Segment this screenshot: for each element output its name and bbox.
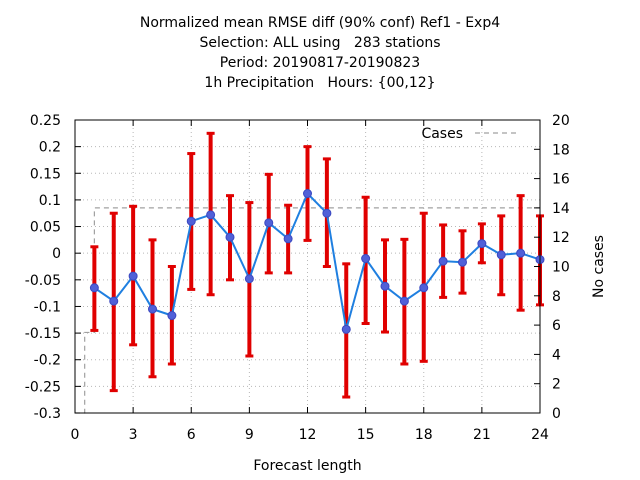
y2-tick-label: 6 [552,318,561,334]
main-series [89,189,545,334]
y2-tick-label: 10 [552,260,570,276]
y2-tick-label: 18 [552,142,570,158]
y-tick-label: 0.1 [39,193,61,209]
data-point [380,281,390,291]
title-line-2: Selection: ALL using 283 stations [199,35,441,51]
y-tick-label: -0.1 [34,299,61,315]
y2-tick-label: 4 [552,347,561,363]
data-point [264,218,274,228]
y-tick-label: -0.15 [25,326,61,342]
data-point [322,208,332,218]
data-point [128,271,138,281]
y2-tick-label: 0 [552,406,561,422]
y2-tick-label: 20 [552,113,570,129]
data-point [225,232,235,242]
y-tick-label: 0.25 [30,113,61,129]
x-tick-label: 9 [245,427,254,443]
data-point [361,254,371,264]
data-point [399,296,409,306]
x-tick-label: 12 [299,427,317,443]
data-point [206,210,216,220]
data-point [283,234,293,244]
y2-tick-label: 16 [552,172,570,188]
title-line-4: 1h Precipitation Hours: {00,12} [204,75,436,91]
y-tick-label: 0 [52,246,61,262]
data-point [438,256,448,266]
y-tick-label: -0.25 [25,379,61,395]
y2-axis-label: No cases [591,235,607,298]
data-point [148,304,157,314]
title-line-3: Period: 20190817-20190823 [219,55,421,71]
axes: 0 3 6 9 12 15 18 21 24-0.3-0.25-0.2-0.15-0.1-0.0… [25,113,570,443]
data-point [89,283,99,293]
y2-tick-label: 8 [552,289,561,305]
y2-tick-label: 2 [552,377,561,393]
y-tick-label: 0.2 [39,140,61,156]
x-tick-label: 6 [187,427,196,443]
x-tick-label: 0 [71,427,80,443]
x-tick-label: 15 [357,427,375,443]
y-tick-label: -0.05 [25,273,61,289]
data-point [303,189,312,199]
y2-tick-label: 14 [552,201,570,217]
cases-series [75,207,540,414]
data-point [496,250,506,260]
y-tick-label: -0.3 [34,406,61,422]
y2-tick-label: 12 [552,230,570,246]
title-line-1: Normalized mean RMSE diff (90% conf) Ref… [139,15,501,31]
data-point [167,311,177,321]
legend: Cases [421,126,520,142]
data-point [477,239,487,249]
series-line [93,191,541,330]
data-point [458,257,467,267]
data-point [244,274,254,284]
y-tick-label: 0.05 [30,220,61,236]
x-tick-label: 21 [473,427,491,443]
x-tick-label: 18 [415,427,433,443]
data-point [109,296,119,306]
legend-label-cases: Cases [421,126,463,142]
cases-line [75,207,540,414]
x-tick-label: 3 [129,427,138,443]
data-point [341,324,351,334]
data-point [516,248,526,258]
y-tick-label: 0.15 [30,166,61,182]
data-point [419,283,429,293]
data-point [186,216,196,226]
x-axis-label: Forecast length [253,458,361,474]
x-tick-label: 24 [531,427,549,443]
y-tick-label: -0.2 [34,353,61,369]
